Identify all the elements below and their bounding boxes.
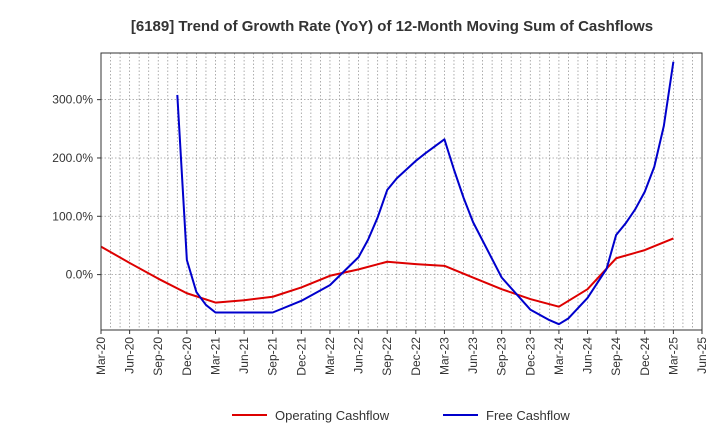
grid (101, 53, 702, 330)
x-tick-label: Dec-23 (523, 337, 537, 376)
x-tick-label: Mar-20 (94, 337, 108, 375)
series-lines (100, 61, 675, 326)
y-tick-label: 300.0% (52, 93, 93, 107)
x-tick-label: Sep-21 (266, 337, 280, 376)
x-tick-label: Mar-21 (208, 337, 222, 375)
y-tick-label: 100.0% (52, 209, 93, 223)
y-tick-label: 0.0% (66, 268, 94, 282)
series-line-free-cashflow (176, 61, 675, 326)
legend: Operating Cashflow Free Cashflow (232, 408, 570, 423)
x-tick-label: Sep-20 (151, 337, 165, 376)
x-tick-label: Mar-25 (666, 337, 680, 375)
x-tick-label: Mar-23 (437, 337, 451, 375)
x-tick-label: Mar-24 (552, 337, 566, 375)
x-tick-label: Sep-23 (495, 337, 509, 376)
x-axis-ticks: Mar-20 Jun-20 Sep-20 Dec-20 Mar-21 Jun-21 Sep-… (94, 330, 709, 376)
x-tick-label: Dec-22 (409, 337, 423, 376)
x-tick-label: Jun-25 (695, 337, 709, 374)
x-tick-label: Mar-22 (323, 337, 337, 375)
legend-label-free-cashflow: Free Cashflow (486, 408, 570, 423)
y-tick-label: 200.0% (52, 151, 93, 165)
x-tick-label: Sep-24 (609, 337, 623, 376)
plot-frame (100, 52, 703, 331)
x-tick-label: Jun-20 (123, 337, 137, 374)
legend-label-operating-cashflow: Operating Cashflow (275, 408, 390, 423)
x-tick-label: Jun-23 (466, 337, 480, 374)
x-tick-label: Jun-21 (237, 337, 251, 374)
chart-title: [6189] Trend of Growth Rate (YoY) of 12-… (131, 18, 653, 35)
y-axis-ticks: 0.0% 100.0% 200.0% 300.0% (52, 93, 101, 282)
x-tick-label: Jun-22 (352, 337, 366, 374)
x-tick-label: Dec-24 (638, 337, 652, 376)
series-line-operating-cashflow (100, 237, 674, 308)
x-tick-label: Dec-21 (294, 337, 308, 376)
x-tick-label: Dec-20 (180, 337, 194, 376)
x-tick-label: Sep-22 (380, 337, 394, 376)
x-tick-label: Jun-24 (581, 337, 595, 374)
